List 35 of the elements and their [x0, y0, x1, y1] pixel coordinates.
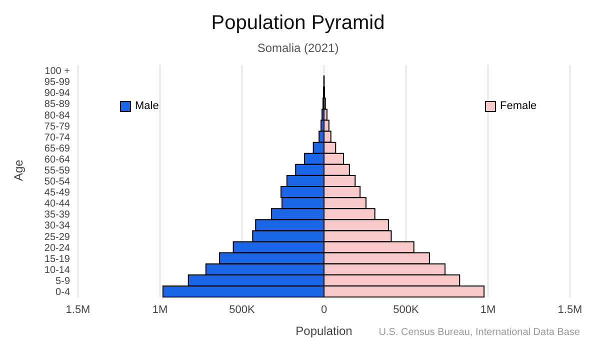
x-axis-title: Population	[296, 324, 352, 338]
y-tick-label: 75-79	[44, 121, 70, 132]
legend-label: Female	[500, 100, 537, 112]
y-tick-label: 50-54	[44, 176, 70, 188]
y-tick-label: 35-39	[44, 210, 70, 221]
legend-label: Male	[135, 100, 159, 112]
x-tick-label: 0	[320, 304, 328, 316]
y-axis-title: Age	[11, 159, 26, 181]
y-tick-label: 0-4	[56, 287, 70, 298]
x-tick-label: 1M	[152, 304, 168, 316]
chart-subtitle: Somalia (2021)	[256, 41, 340, 55]
y-tick-label: 10-14	[44, 264, 70, 276]
y-tick-label: 40-44	[44, 198, 70, 210]
y-tick-label: 25-29	[44, 232, 70, 243]
y-tick-label: 20-24	[44, 242, 70, 254]
y-tick-label: 45-49	[44, 188, 70, 199]
x-tick-label: 1M	[480, 304, 496, 316]
text: U.S. Census Bureau, International Data Base	[378, 327, 580, 338]
y-tick-label: 70-74	[44, 132, 70, 144]
y-tick-label: 60-64	[44, 154, 70, 166]
y-tick-label: 30-34	[44, 220, 70, 232]
x-tick-label: 500K	[229, 304, 256, 316]
x-tick-label: 500K	[393, 304, 420, 316]
y-tick-label: 85-89	[44, 99, 70, 110]
y-tick-label: 65-69	[44, 143, 70, 154]
y-tick-label: 90-94	[44, 88, 70, 100]
y-tick-label: 55-59	[44, 166, 70, 176]
chart-title: Population Pyramid	[210, 11, 386, 35]
y-tick-label: 100 +	[44, 66, 70, 78]
y-tick-label: 15-19	[44, 254, 70, 265]
y-tick-label: 95-99	[44, 77, 70, 88]
y-tick-label: 80-84	[44, 110, 70, 122]
x-tick-label: 1.5M	[66, 304, 90, 316]
y-tick-label: 5-9	[56, 276, 70, 287]
x-tick-label: 1.5M	[558, 304, 582, 316]
